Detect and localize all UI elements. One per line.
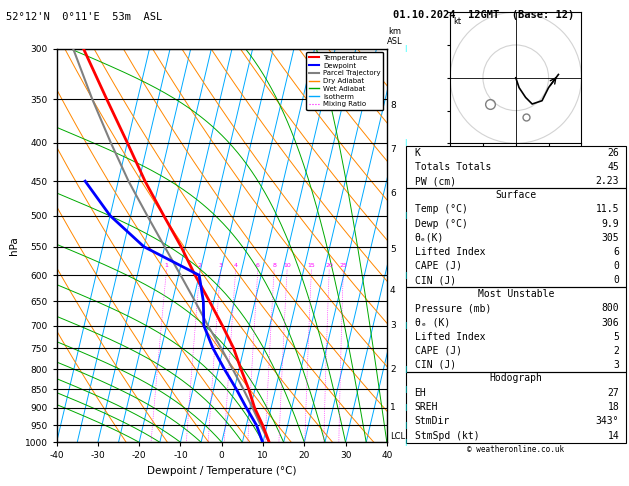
Text: |: | xyxy=(404,45,407,52)
Text: km
ASL: km ASL xyxy=(387,27,403,46)
Text: 800: 800 xyxy=(601,303,619,313)
Text: PW (cm): PW (cm) xyxy=(415,176,455,186)
Text: 6: 6 xyxy=(390,190,396,198)
Text: 11.5: 11.5 xyxy=(596,205,619,214)
Text: SREH: SREH xyxy=(415,402,438,412)
Text: 1: 1 xyxy=(165,263,169,268)
Text: Surface: Surface xyxy=(495,190,537,200)
Text: 343°: 343° xyxy=(596,417,619,427)
Text: 9.9: 9.9 xyxy=(601,219,619,228)
Text: 3: 3 xyxy=(218,263,223,268)
Text: 15: 15 xyxy=(308,263,315,268)
Text: 2: 2 xyxy=(613,346,619,356)
Y-axis label: hPa: hPa xyxy=(9,236,19,255)
Text: 8: 8 xyxy=(272,263,276,268)
Text: |: | xyxy=(404,439,407,446)
Text: CAPE (J): CAPE (J) xyxy=(415,261,462,271)
Text: |: | xyxy=(404,322,407,329)
X-axis label: Dewpoint / Temperature (°C): Dewpoint / Temperature (°C) xyxy=(147,466,296,476)
Text: 6: 6 xyxy=(613,247,619,257)
Text: 2: 2 xyxy=(198,263,202,268)
Bar xyxy=(406,188,626,287)
Text: |: | xyxy=(404,385,407,393)
Text: 5: 5 xyxy=(390,244,396,254)
Text: Totals Totals: Totals Totals xyxy=(415,162,491,172)
Text: 0: 0 xyxy=(613,275,619,285)
Text: 20: 20 xyxy=(325,263,333,268)
Text: Lifted Index: Lifted Index xyxy=(415,247,485,257)
Text: 26: 26 xyxy=(608,148,619,158)
Text: θₑ (K): θₑ (K) xyxy=(415,317,450,328)
Text: 8: 8 xyxy=(390,101,396,110)
Text: 14: 14 xyxy=(608,431,619,441)
Text: 18: 18 xyxy=(608,402,619,412)
Text: |: | xyxy=(404,422,407,429)
Text: CIN (J): CIN (J) xyxy=(415,360,455,370)
Text: |: | xyxy=(404,272,407,279)
Text: K: K xyxy=(415,148,420,158)
Text: 10: 10 xyxy=(283,263,291,268)
Text: 52°12'N  0°11'E  53m  ASL: 52°12'N 0°11'E 53m ASL xyxy=(6,12,162,22)
Text: Hodograph: Hodograph xyxy=(489,373,542,383)
Text: 4: 4 xyxy=(390,286,396,295)
Text: EH: EH xyxy=(415,388,426,398)
Text: LCL: LCL xyxy=(390,432,405,441)
Text: StmDir: StmDir xyxy=(415,417,450,427)
Text: |: | xyxy=(404,366,407,373)
Text: 3: 3 xyxy=(390,321,396,330)
Text: 7: 7 xyxy=(390,145,396,154)
Text: 2.23: 2.23 xyxy=(596,176,619,186)
Text: 4: 4 xyxy=(233,263,238,268)
Text: Most Unstable: Most Unstable xyxy=(477,289,554,298)
Text: 1: 1 xyxy=(390,403,396,412)
Text: |: | xyxy=(404,212,407,219)
Text: Dewp (°C): Dewp (°C) xyxy=(415,219,467,228)
Text: CIN (J): CIN (J) xyxy=(415,275,455,285)
Text: 3: 3 xyxy=(613,360,619,370)
Text: 2: 2 xyxy=(390,365,396,374)
Text: 27: 27 xyxy=(608,388,619,398)
Bar xyxy=(406,146,626,188)
Text: StmSpd (kt): StmSpd (kt) xyxy=(415,431,479,441)
Text: |: | xyxy=(404,404,407,411)
Text: 25: 25 xyxy=(340,263,347,268)
Text: 0: 0 xyxy=(613,261,619,271)
Bar xyxy=(406,287,626,372)
Text: 01.10.2024  12GMT  (Base: 12): 01.10.2024 12GMT (Base: 12) xyxy=(393,10,574,20)
Text: 5: 5 xyxy=(613,331,619,342)
Text: Temp (°C): Temp (°C) xyxy=(415,205,467,214)
Text: © weatheronline.co.uk: © weatheronline.co.uk xyxy=(467,445,564,454)
Bar xyxy=(406,372,626,443)
Text: kt: kt xyxy=(454,17,462,26)
Text: 306: 306 xyxy=(601,317,619,328)
Text: θₑ(K): θₑ(K) xyxy=(415,233,444,243)
Text: 45: 45 xyxy=(608,162,619,172)
Text: Pressure (mb): Pressure (mb) xyxy=(415,303,491,313)
Text: CAPE (J): CAPE (J) xyxy=(415,346,462,356)
Text: 6: 6 xyxy=(256,263,260,268)
Text: 305: 305 xyxy=(601,233,619,243)
Text: Lifted Index: Lifted Index xyxy=(415,331,485,342)
Legend: Temperature, Dewpoint, Parcel Trajectory, Dry Adiabat, Wet Adiabat, Isotherm, Mi: Temperature, Dewpoint, Parcel Trajectory… xyxy=(306,52,383,110)
Text: |: | xyxy=(404,139,407,146)
